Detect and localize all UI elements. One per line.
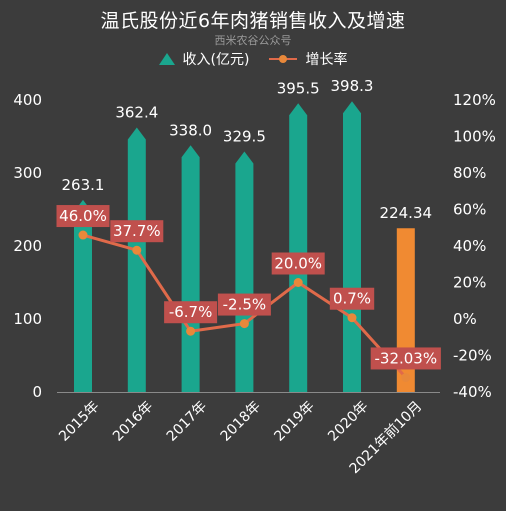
legend-label-growth: 增长率 [305,52,348,68]
line-dot-icon [269,53,298,65]
growth-label-box [370,347,441,370]
growth-point [186,326,196,336]
growth-point [401,372,411,382]
bar-value-label: 329.5 [223,127,266,145]
x-tick-label: 2018年 [218,398,264,444]
x-tick-label: 2017年 [164,398,210,444]
legend-item-revenue: 收入(亿元) [158,49,250,69]
x-tick-label: 2019年 [271,398,317,444]
growth-label-box [271,252,325,275]
bar [74,199,92,392]
growth-label-box [164,301,218,324]
growth-point [347,313,357,323]
growth-value-label: -32.03% [374,349,437,367]
growth-label-box [110,220,164,243]
x-tick-label: 2015年 [56,398,102,444]
y-left-tick-label: 0 [32,383,42,401]
growth-value-label: 20.0% [274,255,322,273]
growth-point [239,319,249,329]
bar-value-label: 362.4 [115,103,158,121]
growth-point [78,230,88,240]
x-tick-label: 2020年 [325,398,371,444]
bar [289,103,308,392]
bar [235,151,254,392]
y-right-tick-label: 40% [453,237,486,255]
growth-label-box [217,293,271,316]
growth-value-label: 0.7% [333,290,371,308]
growth-label-box [56,205,110,228]
growth-label-box [329,287,375,310]
bar-value-label: 224.34 [380,204,433,222]
legend-item-growth: 增长率 [269,49,347,69]
chart-subtitle: 西米农谷公众号 [214,34,292,47]
bar-value-label: 263.1 [62,176,105,194]
bar-value-label: 395.5 [277,79,320,97]
bar [343,101,361,392]
growth-value-label: -6.7% [169,303,213,321]
bar-value-label: 398.3 [331,77,374,95]
y-right-tick-label: 100% [453,128,496,146]
legend: 收入(亿元) 增长率 [0,49,506,69]
growth-point [293,278,303,287]
y-right-tick-label: -40% [453,383,492,401]
growth-point [132,245,142,255]
bar [181,145,200,392]
chart-title: 温氏股份近6年肉猪销售收入及增速 [100,10,406,32]
y-left-tick-label: 400 [13,91,42,109]
y-right-tick-label: 0% [453,310,477,328]
y-right-tick-label: 60% [453,201,486,219]
growth-value-label: 37.7% [113,222,161,240]
y-left-tick-label: 300 [13,164,42,182]
y-right-tick-label: 120% [453,91,496,109]
y-right-tick-label: -20% [453,347,492,365]
bar [127,127,146,392]
y-left-tick-label: 100 [13,310,42,328]
growth-value-label: 46.0% [59,207,107,225]
growth-value-label: -2.5% [223,296,267,314]
legend-label-revenue: 收入(亿元) [182,52,250,68]
triangle-icon [158,53,175,65]
y-right-tick-label: 20% [453,274,486,292]
x-tick-label: 2016年 [110,398,156,444]
y-left-tick-label: 200 [13,237,42,255]
bar-value-label: 338.0 [169,121,212,139]
y-right-tick-label: 80% [453,164,486,182]
